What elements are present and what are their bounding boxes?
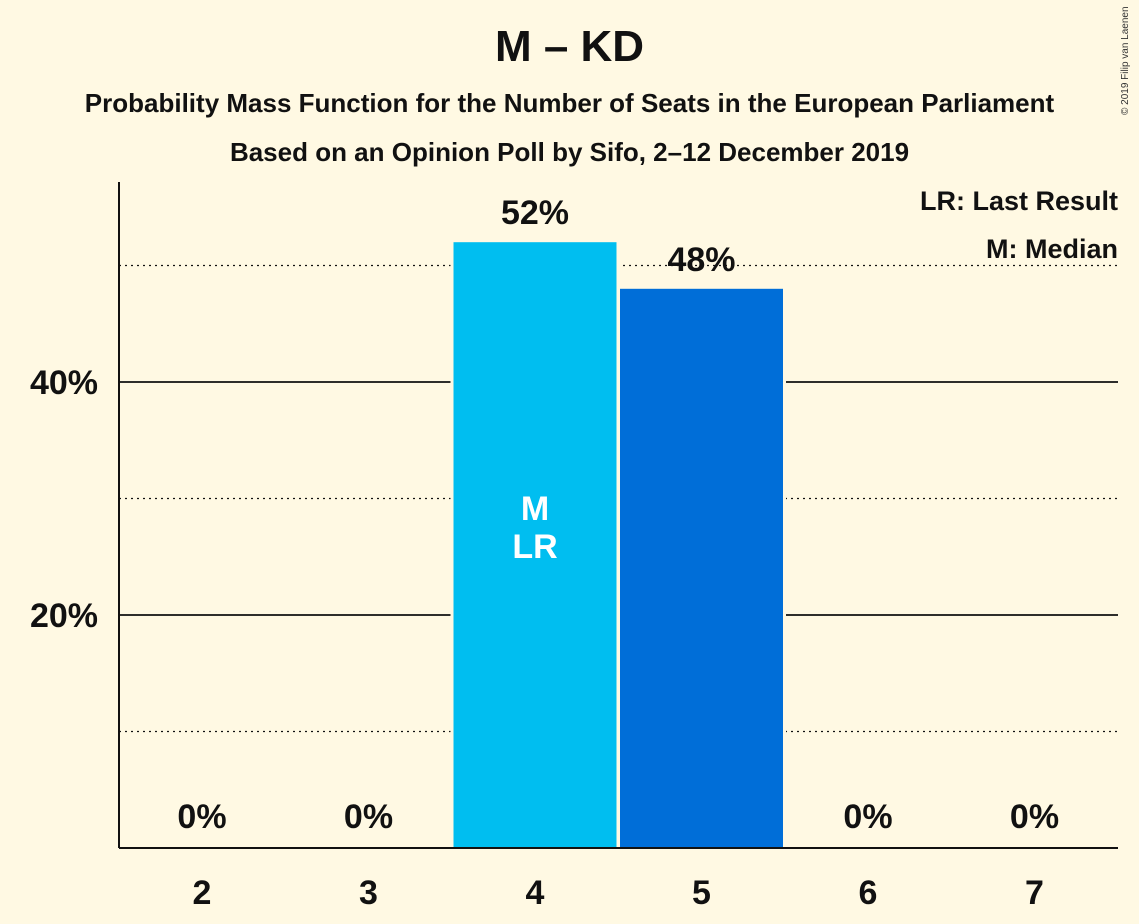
value-label: 0% bbox=[344, 798, 393, 836]
legend-entry: M: Median bbox=[986, 234, 1118, 264]
x-tick-label: 2 bbox=[193, 874, 212, 912]
x-tick-label: 7 bbox=[1025, 874, 1044, 912]
y-tick-label: 40% bbox=[30, 364, 98, 402]
value-label: 0% bbox=[1010, 798, 1059, 836]
labels: 20% 40% 2 3 4 5 6 7 0% 0% 52% 48% 0% 0% MLR bbox=[30, 194, 1059, 912]
value-label: 48% bbox=[667, 241, 735, 279]
x-tick-label: 3 bbox=[359, 874, 378, 912]
legend-entry: LR: Last Result bbox=[920, 186, 1118, 216]
x-tick-label: 5 bbox=[692, 874, 711, 912]
x-tick-label: 4 bbox=[526, 874, 545, 912]
bar-annotation: M bbox=[521, 490, 549, 528]
value-label: 0% bbox=[843, 798, 892, 836]
chart-subtitle-source: Based on an Opinion Poll by Sifo, 2–12 D… bbox=[229, 137, 910, 167]
axes bbox=[118, 182, 1118, 849]
y-tick-label: 20% bbox=[30, 597, 98, 635]
bar-annotation: LR bbox=[512, 528, 557, 566]
bars bbox=[450, 239, 786, 848]
bar-5 bbox=[620, 288, 783, 848]
value-label: 0% bbox=[177, 798, 226, 836]
chart-title: M – KD bbox=[494, 22, 645, 71]
value-label: 52% bbox=[501, 194, 569, 232]
x-tick-label: 6 bbox=[859, 874, 878, 912]
bar-4 bbox=[453, 242, 617, 848]
legend: LR: Last Result M: Median bbox=[920, 186, 1118, 264]
chart-subtitle: Probability Mass Function for the Number… bbox=[84, 88, 1055, 118]
